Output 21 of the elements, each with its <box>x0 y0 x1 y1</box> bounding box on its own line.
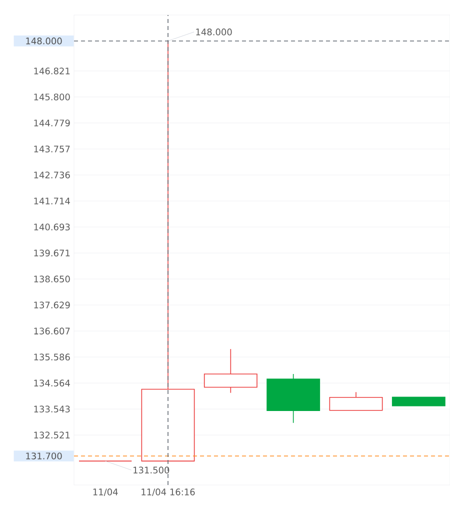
y-tick-label: 146.821 <box>34 68 70 74</box>
x-tick-label: 11/04 16:16 <box>142 488 195 496</box>
y-tick-label: 135.586 <box>34 354 70 360</box>
y-tick-label: 138.650 <box>34 276 70 282</box>
annotation: 131.500 <box>134 466 170 474</box>
ref-line-label: 148.000 <box>26 38 62 44</box>
y-tick-label: 137.629 <box>34 302 70 308</box>
ref-line-label: 131.700 <box>26 452 62 460</box>
y-tick-label: 145.800 <box>34 94 70 100</box>
annotation: 148.000 <box>196 28 232 36</box>
y-tick-label: 136.607 <box>34 328 70 334</box>
y-tick-label: 133.543 <box>34 406 70 412</box>
y-tick-label: 141.714 <box>34 198 70 204</box>
y-tick-label: 134.564 <box>34 380 70 386</box>
y-tick-label: 143.757 <box>34 146 70 152</box>
y-tick-label: 132.521 <box>34 432 70 438</box>
y-tick-label: 139.671 <box>34 250 70 256</box>
y-tick-label: 140.693 <box>34 224 70 230</box>
x-tick-label: 11/04 <box>93 488 118 496</box>
y-tick-label: 142.736 <box>34 172 70 178</box>
y-tick-label: 144.779 <box>34 120 70 126</box>
